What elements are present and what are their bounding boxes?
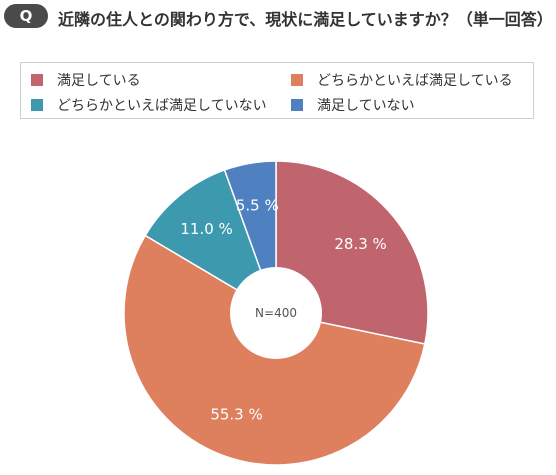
slice-value-label: 11.0 % [180,220,232,238]
legend-label: 満足している [57,73,141,89]
legend-label: どちらかといえば満足している [317,73,513,89]
slice-value-label: 5.5 % [236,197,279,215]
legend: 満足している どちらかといえば満足している どちらかといえば満足していない 満足… [20,62,534,119]
legend-swatch [291,99,303,111]
legend-label: 満足していない [317,98,415,114]
sample-size-label: N=400 [255,306,297,320]
legend-item-dissatisfied: 満足していない [291,95,415,115]
legend-swatch [291,74,303,86]
question-badge: Q [4,4,48,28]
legend-swatch [31,99,43,111]
donut-hole [230,267,322,359]
slice-somewhat-dissatisfied [144,169,278,315]
question-text: 近隣の住人との関わり方で、現状に満足していますか？（単一回答） [58,10,553,29]
legend-item-somewhat-dissatisfied: どちらかといえば満足していない [31,95,267,115]
legend-item-somewhat-satisfied: どちらかといえば満足している [291,70,513,90]
legend-label: どちらかといえば満足していない [57,98,267,114]
legend-item-satisfied: 満足している [31,70,141,90]
slice-value-label: 55.3 % [210,406,262,424]
slice-value-label: 28.3 % [334,235,386,253]
legend-swatch [31,74,43,86]
